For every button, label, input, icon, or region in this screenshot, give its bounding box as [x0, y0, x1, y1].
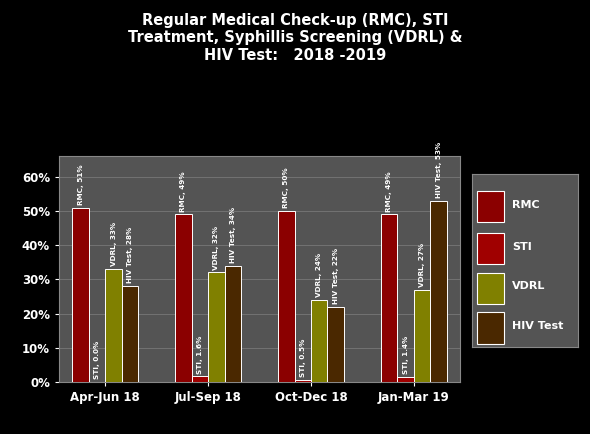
Bar	[192, 376, 208, 382]
Text: Regular Medical Check-up (RMC), STI
Treatment, Syphillis Screening (VDRL) &
HIV : Regular Medical Check-up (RMC), STI Trea…	[128, 13, 462, 63]
Text: RMC, 49%: RMC, 49%	[386, 171, 392, 212]
Text: RMC, 50%: RMC, 50%	[283, 168, 289, 208]
Text: VDRL: VDRL	[512, 281, 546, 292]
FancyBboxPatch shape	[477, 273, 504, 304]
Text: RMC, 49%: RMC, 49%	[181, 171, 186, 212]
Text: VDRL, 32%: VDRL, 32%	[214, 226, 219, 270]
Text: STI, 0.5%: STI, 0.5%	[300, 339, 306, 378]
Text: STI: STI	[512, 241, 532, 252]
Bar	[398, 377, 414, 382]
Bar	[122, 286, 138, 382]
Bar	[294, 380, 311, 382]
Bar	[311, 300, 327, 382]
Text: HIV Test: HIV Test	[512, 321, 563, 332]
Bar	[381, 214, 398, 382]
Bar	[327, 307, 344, 382]
Bar	[414, 289, 430, 382]
Text: HIV Test, 53%: HIV Test, 53%	[435, 142, 441, 198]
Text: HIV Test, 34%: HIV Test, 34%	[230, 207, 236, 263]
Bar	[175, 214, 192, 382]
Text: VDRL, 33%: VDRL, 33%	[110, 222, 116, 266]
Text: RMC: RMC	[512, 200, 540, 210]
Bar	[208, 273, 225, 382]
Text: HIV Test, 28%: HIV Test, 28%	[127, 227, 133, 283]
Bar	[73, 207, 89, 382]
Text: HIV Test, 22%: HIV Test, 22%	[333, 248, 339, 304]
FancyBboxPatch shape	[477, 233, 504, 264]
Text: RMC, 51%: RMC, 51%	[78, 164, 84, 205]
Text: STI, 1.6%: STI, 1.6%	[197, 335, 203, 374]
Text: STI, 0.0%: STI, 0.0%	[94, 341, 100, 379]
Text: VDRL, 27%: VDRL, 27%	[419, 243, 425, 287]
Text: STI, 1.4%: STI, 1.4%	[403, 336, 409, 375]
Bar	[278, 211, 294, 382]
FancyBboxPatch shape	[477, 191, 504, 222]
Text: VDRL, 24%: VDRL, 24%	[316, 253, 322, 297]
FancyBboxPatch shape	[477, 312, 504, 344]
Bar	[225, 266, 241, 382]
Bar	[430, 201, 447, 382]
Bar	[105, 269, 122, 382]
